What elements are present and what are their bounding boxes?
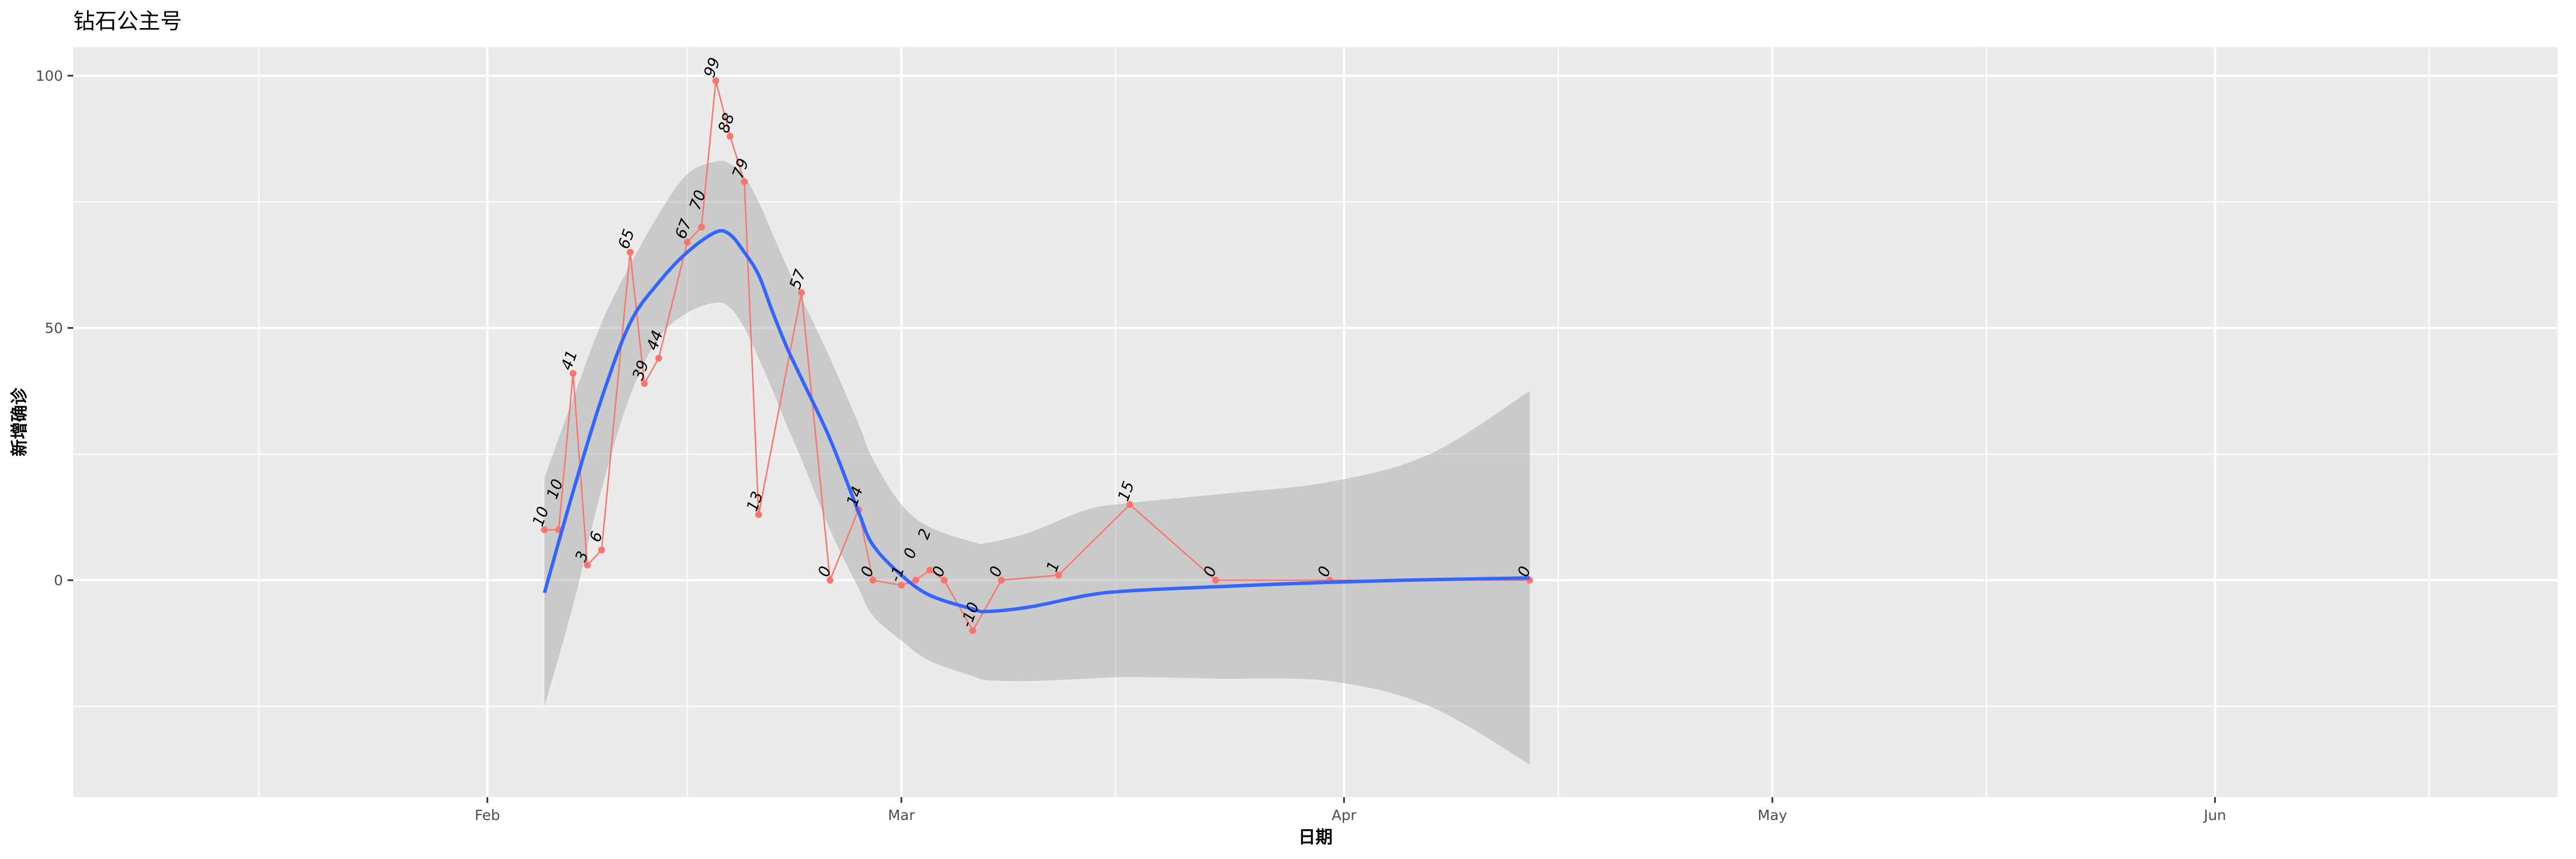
data-point: [798, 289, 805, 297]
data-point: [898, 581, 905, 589]
x-tick-label: Jun: [2203, 807, 2226, 823]
data-point: [655, 354, 662, 362]
data-point: [941, 577, 948, 584]
x-tick-label: Mar: [888, 807, 915, 823]
plot-panel: [73, 47, 2558, 797]
data-point: [869, 577, 876, 584]
data-point: [912, 577, 919, 584]
data-point: [998, 577, 1005, 584]
y-tick-label: 100: [35, 68, 63, 84]
data-point: [598, 546, 605, 554]
gridlines: [73, 47, 2558, 797]
data-point: [1055, 572, 1062, 579]
data-point: [641, 380, 648, 387]
x-tick-label: May: [1757, 807, 1787, 823]
data-point: [569, 369, 576, 377]
data-point: [755, 511, 762, 518]
axes: 0 50 100 Feb Mar Apr May Jun: [35, 68, 2226, 823]
data-point: [626, 249, 634, 256]
y-tick-label: 0: [54, 572, 63, 589]
x-tick-label: Feb: [475, 807, 500, 823]
data-point: [541, 526, 548, 534]
data-point: [1126, 501, 1133, 509]
data-point: [926, 566, 934, 574]
x-axis-title: 日期: [1298, 828, 1333, 848]
data-points: [541, 77, 1534, 635]
smooth-line: [543, 228, 1530, 614]
data-point: [1212, 577, 1219, 584]
x-tick-label: Apr: [1332, 807, 1357, 823]
data-point: [826, 577, 833, 584]
data-point: [969, 627, 977, 635]
data-point: [683, 238, 691, 246]
data-point: [712, 77, 720, 85]
data-point: [726, 132, 734, 140]
confidence-ribbon: [544, 160, 1530, 765]
y-tick-label: 50: [45, 320, 63, 337]
chart-title: 钻石公主号: [73, 9, 182, 34]
data-point: [583, 561, 591, 569]
data-point: [698, 223, 705, 231]
y-axis-title: 新增确诊: [10, 387, 30, 456]
data-point: [741, 178, 748, 186]
